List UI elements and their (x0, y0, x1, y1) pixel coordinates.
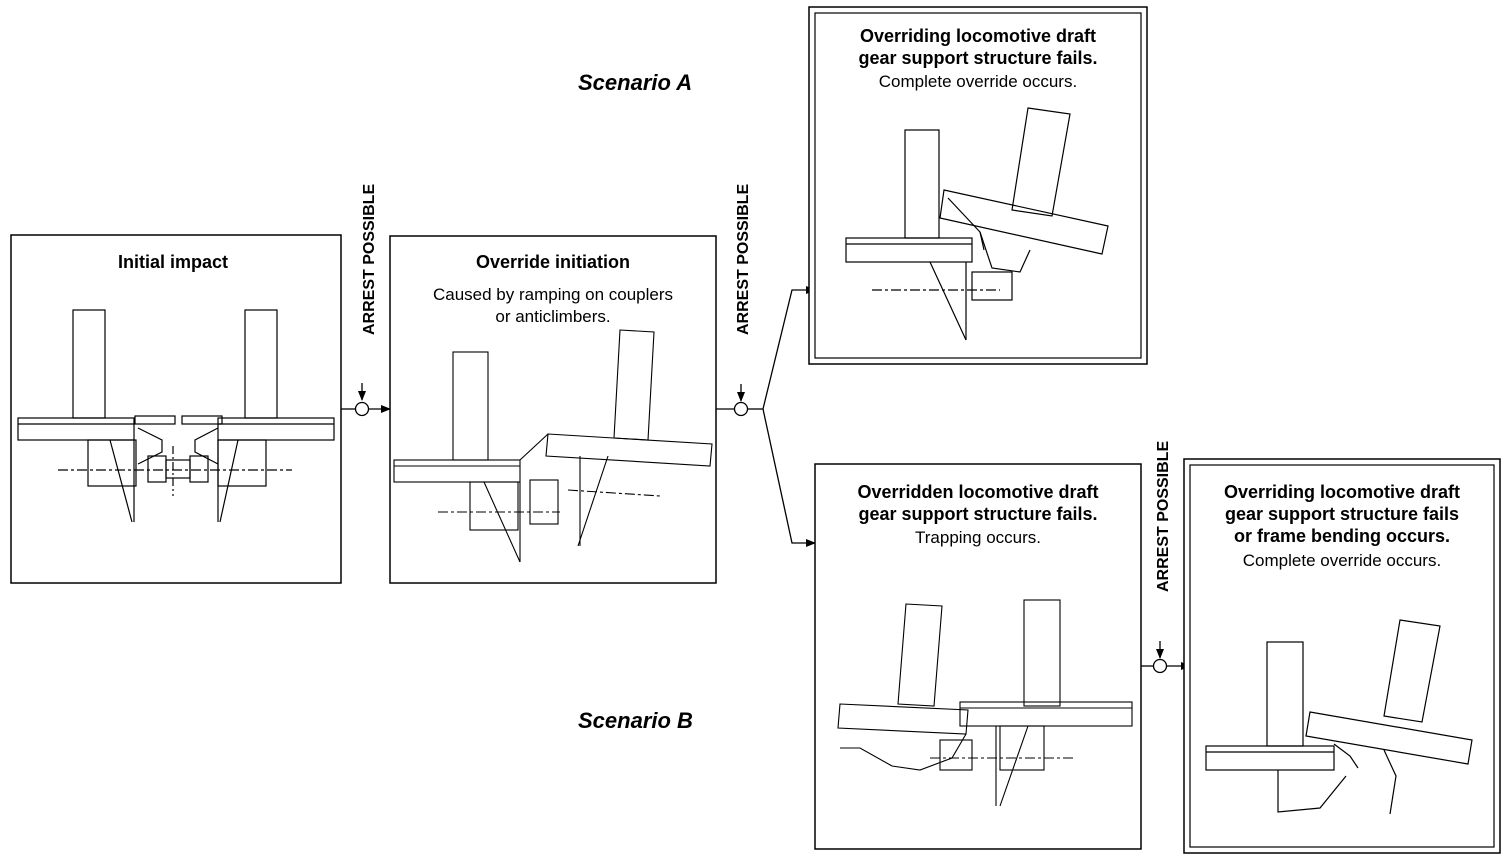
connector-1 (341, 401, 391, 417)
panel-initial-impact: Initial impact (10, 234, 342, 584)
panel-frame (389, 235, 717, 584)
panel-title: gear support structure fails. (858, 504, 1097, 524)
panel-frame-outer (808, 6, 1148, 365)
arrest-marker-1: ARREST POSSIBLE (358, 184, 378, 401)
coupler-illustration (17, 309, 335, 523)
connector-2 (716, 286, 816, 547)
arrest-marker-2: ARREST POSSIBLE (735, 184, 752, 402)
panel-body-line: Complete override occurs. (1243, 551, 1441, 570)
panel-scenario-b-override: Overriding locomotive draft gear support… (1183, 458, 1501, 854)
arrest-label: ARREST POSSIBLE (735, 184, 752, 335)
panel-body-line: Caused by ramping on couplers (433, 285, 673, 304)
panel-frame (814, 463, 1142, 850)
connector-3 (1141, 658, 1191, 674)
panel-body-line: or anticlimbers. (495, 307, 610, 326)
panel-title: Override initiation (476, 252, 630, 272)
panel-frame-inner (814, 12, 1142, 359)
panel-title: gear support structure fails (1225, 504, 1459, 524)
coupler-illustration (845, 107, 1109, 341)
panel-frame (10, 234, 342, 584)
panel-frame-outer (1183, 458, 1501, 854)
panel-frame-inner (1189, 464, 1495, 848)
scenario-a-label: Scenario A (578, 70, 692, 95)
panel-body-line: Complete override occurs. (879, 72, 1077, 91)
arrest-marker-3: ARREST POSSIBLE (1155, 441, 1172, 659)
panel-title: Overriding locomotive draft (1224, 482, 1460, 502)
coupler-illustration (393, 329, 713, 563)
arrest-label: ARREST POSSIBLE (1155, 441, 1172, 592)
arrest-label: ARREST POSSIBLE (361, 184, 378, 335)
panel-title: Overriding locomotive draft (860, 26, 1096, 46)
panel-body-line: Trapping occurs. (915, 528, 1041, 547)
panel-title: Overridden locomotive draft (857, 482, 1098, 502)
scenario-b-label: Scenario B (578, 708, 693, 733)
panel-override-initiation: Override initiation Caused by ramping on… (389, 235, 717, 584)
panel-scenario-b-trapping: Overridden locomotive draft gear support… (814, 463, 1142, 850)
panel-title: or frame bending occurs. (1234, 526, 1450, 546)
coupler-illustration (1205, 619, 1473, 815)
panel-title: gear support structure fails. (858, 48, 1097, 68)
panel-title: Initial impact (118, 252, 228, 272)
panel-scenario-a-override: Overriding locomotive draft gear support… (808, 6, 1148, 365)
coupler-illustration (837, 599, 1133, 807)
